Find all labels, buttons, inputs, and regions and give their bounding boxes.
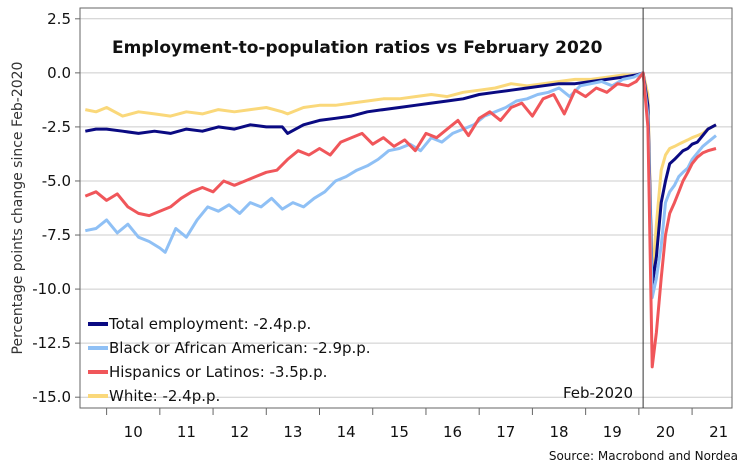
feb-2020-annotation: Feb-2020 bbox=[563, 384, 633, 402]
chart-title: Employment-to-population ratios vs Febru… bbox=[112, 38, 603, 58]
series-line bbox=[85, 71, 717, 287]
y-axis-label: Percentage points change since Feb-2020 bbox=[10, 62, 26, 355]
y-tick-label: -10.0 bbox=[32, 280, 71, 298]
legend-entry: Hispanics or Latinos: -3.5p.p. bbox=[109, 363, 327, 381]
x-tick-label: 20 bbox=[656, 423, 675, 441]
x-tick-label: 12 bbox=[230, 423, 249, 441]
y-tick-label: -5.0 bbox=[42, 172, 71, 190]
y-axis-ticks: 2.5 0.0 -2.5 -5.0 -7.5 -10.0 -12.5 -15.0 bbox=[32, 10, 80, 406]
x-axis-ticks: 10 11 12 13 14 15 16 17 18 19 20 21 bbox=[106, 408, 728, 441]
x-tick-label: 18 bbox=[549, 423, 568, 441]
series-line bbox=[84, 71, 717, 369]
legend-entry: Black or African American: -2.9p.p. bbox=[109, 339, 371, 357]
x-tick-label: 17 bbox=[496, 423, 515, 441]
legend-entry: White: -2.4p.p. bbox=[109, 387, 220, 405]
x-tick-label: 10 bbox=[124, 423, 143, 441]
y-tick-label: 2.5 bbox=[47, 10, 71, 28]
series-line bbox=[84, 71, 717, 280]
y-tick-label: -15.0 bbox=[32, 388, 71, 406]
x-tick-label: 19 bbox=[603, 423, 622, 441]
gridlines bbox=[80, 18, 732, 398]
legend: Total employment: -2.4p.p. Black or Afric… bbox=[88, 315, 371, 405]
series-line bbox=[84, 71, 717, 300]
x-tick-label: 15 bbox=[390, 423, 409, 441]
x-tick-label: 16 bbox=[443, 423, 462, 441]
y-tick-label: 0.0 bbox=[47, 64, 71, 82]
legend-entry: Total employment: -2.4p.p. bbox=[108, 315, 311, 333]
series-lines bbox=[84, 71, 717, 369]
x-tick-label: 13 bbox=[283, 423, 302, 441]
x-tick-label: 11 bbox=[177, 423, 196, 441]
y-tick-label: -7.5 bbox=[42, 226, 71, 244]
plot-frame bbox=[79, 7, 733, 409]
source-note: Source: Macrobond and Nordea bbox=[549, 449, 738, 463]
x-tick-label: 21 bbox=[709, 423, 728, 441]
y-tick-label: -12.5 bbox=[32, 334, 71, 352]
x-tick-label: 14 bbox=[337, 423, 356, 441]
y-tick-label: -2.5 bbox=[42, 118, 71, 136]
